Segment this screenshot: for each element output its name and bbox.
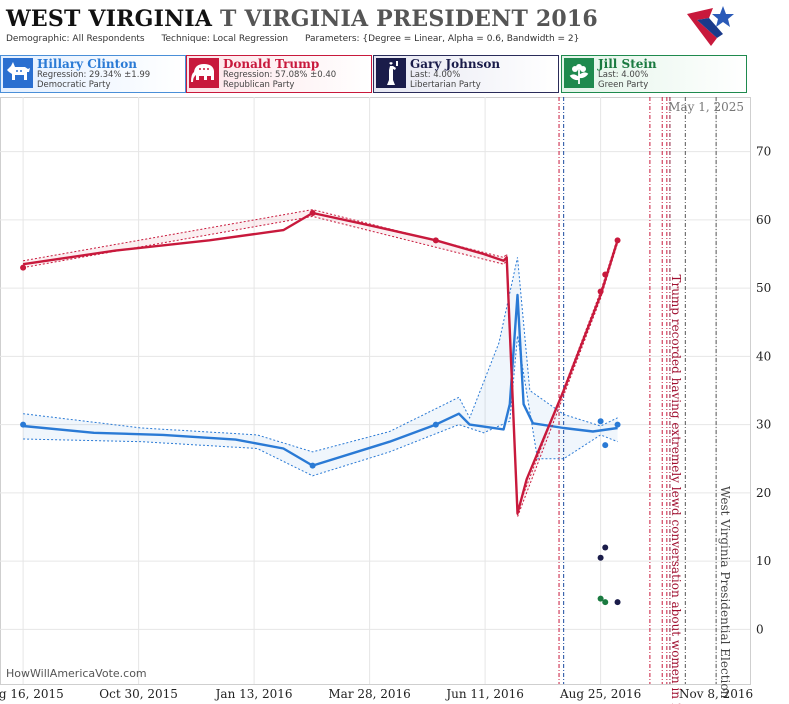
johnson-poll-point (597, 554, 604, 561)
flower-icon (564, 58, 594, 88)
y-tick-label: 40 (756, 349, 771, 363)
candidate-regression: Regression: 57.08% ±0.40 (223, 70, 337, 80)
trump-poll-point (309, 210, 316, 217)
johnson-poll-point (614, 599, 621, 606)
candidate-name: Hillary Clinton (37, 57, 137, 71)
site-footer: HowWillAmericaVote.com (6, 667, 147, 680)
clinton-trend-line (22, 293, 618, 467)
site-logo-icon (687, 6, 734, 46)
technique-label: Technique: Local Regression (161, 34, 289, 44)
today-label: May 1, 2025 (668, 100, 744, 114)
y-tick-label: 20 (756, 486, 771, 500)
trump-trend-line (22, 211, 619, 515)
demographic-label: Demographic: All Respondents (6, 34, 145, 44)
x-tick-label: Aug 16, 2015 (0, 687, 64, 701)
candidate-card-clinton: Hillary Clinton Regression: 29.34% ±1.99… (0, 55, 186, 93)
event-annotation: Trump recorded having extremely lewd con… (669, 274, 683, 704)
y-tick-label: 10 (756, 554, 771, 568)
candidate-party: Democratic Party (37, 80, 111, 90)
clinton-lower-bound (23, 335, 618, 477)
clinton-confidence-band (23, 257, 618, 476)
x-tick-label: Nov 8, 2016 (679, 687, 753, 701)
chart-header: WEST VIRGINIA T VIRGINIA PRESIDENT 2016 … (0, 0, 789, 48)
clinton-poll-point (309, 462, 316, 469)
x-tick-label: Mar 28, 2016 (328, 687, 410, 701)
chart-parameters: Demographic: All Respondents Technique: … (6, 34, 579, 44)
y-tick-label: 0 (756, 622, 764, 636)
candidate-party: Green Party (598, 80, 649, 90)
trump-poll-point (597, 288, 604, 295)
x-tick-label: Oct 30, 2015 (99, 687, 178, 701)
clinton-poll-point (432, 421, 439, 428)
candidate-name: Gary Johnson (410, 57, 501, 71)
title-rest: T VIRGINIA PRESIDENT 2016 (220, 6, 598, 32)
donkey-icon (3, 58, 33, 88)
candidate-party: Libertarian Party (410, 80, 481, 90)
trump-poll-point (432, 237, 439, 244)
trump-poll-point (20, 264, 27, 271)
y-tick-label: 60 (756, 213, 771, 227)
liberty-statue-icon (376, 58, 406, 88)
trump-poll-point (602, 271, 609, 278)
event-annotation: West Virginia Presidential Election (718, 486, 732, 699)
candidate-card-johnson: Gary Johnson Last: 4.00% Libertarian Par… (373, 55, 559, 93)
trump-lower-bound (23, 215, 619, 517)
y-tick-label: 50 (756, 281, 771, 295)
trump-poll-point (614, 237, 621, 244)
candidate-party: Republican Party (223, 80, 295, 90)
clinton-poll-point (20, 421, 27, 428)
stein-poll-point (602, 599, 609, 606)
parameters-label: Parameters: {Degree = Linear, Alpha = 0.… (305, 34, 580, 44)
y-tick-label: 70 (756, 145, 771, 159)
clinton-poll-point (597, 418, 604, 425)
clinton-upper-bound (23, 257, 618, 453)
x-tick-label: Jan 13, 2016 (214, 687, 293, 701)
stein-poll-point (597, 595, 604, 602)
johnson-poll-point (602, 544, 609, 551)
candidate-last: Last: 4.00% (410, 70, 461, 80)
y-tick-label: 30 (756, 418, 771, 432)
plot-area (0, 97, 751, 685)
candidate-regression: Regression: 29.34% ±1.99 (37, 70, 151, 80)
candidate-name: Donald Trump (223, 57, 320, 71)
x-tick-label: Jun 11, 2016 (444, 687, 524, 701)
elephant-icon (189, 58, 219, 88)
candidate-card-trump: Donald Trump Regression: 57.08% ±0.40 Re… (186, 55, 372, 93)
title-state: WEST VIRGINIA (6, 6, 213, 32)
candidate-last: Last: 4.00% (598, 70, 649, 80)
clinton-poll-point (602, 442, 609, 449)
page-title: WEST VIRGINIA T VIRGINIA PRESIDENT 2016 (6, 6, 598, 32)
clinton-poll-point (614, 421, 621, 428)
candidate-name: Jill Stein (598, 57, 657, 71)
candidate-card-stein: Jill Stein Last: 4.00% Green Party (561, 55, 747, 93)
x-tick-label: Aug 25, 2016 (559, 687, 641, 701)
